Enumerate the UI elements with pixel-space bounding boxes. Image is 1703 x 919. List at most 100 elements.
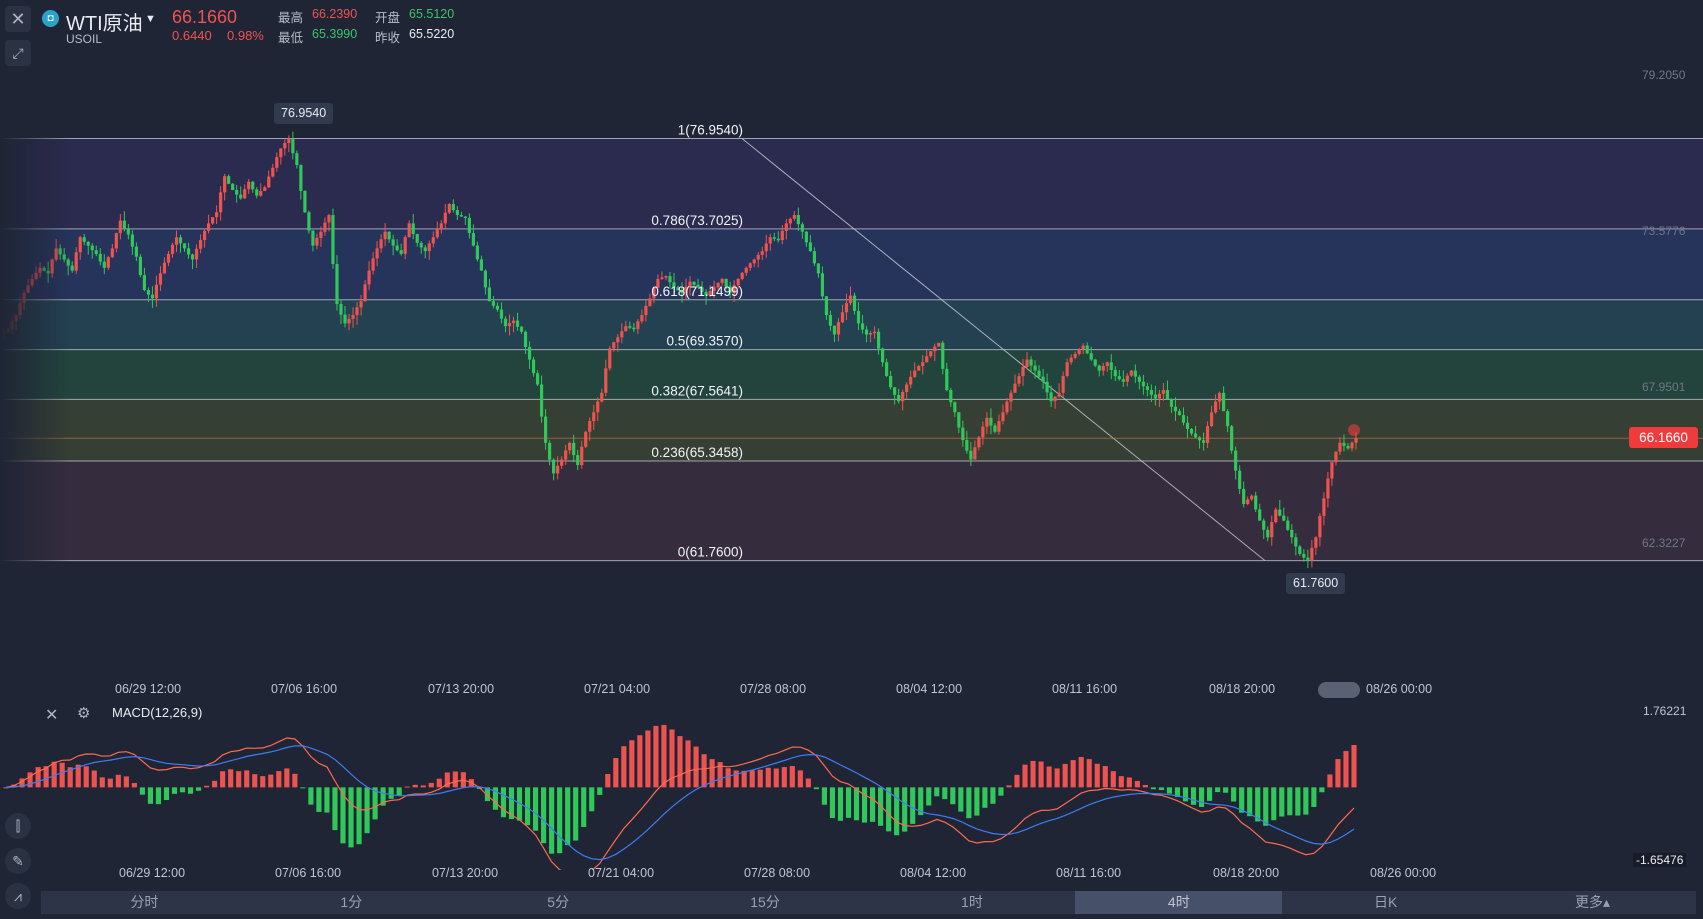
fib-band [0, 399, 1703, 462]
candle-body [720, 278, 724, 283]
candle-body [688, 281, 692, 287]
macd-time-label: 08/26 00:00 [1370, 866, 1437, 880]
close-chart-button[interactable]: ✕ [5, 6, 31, 32]
candle-body [1037, 370, 1041, 377]
candle-body [1165, 390, 1170, 400]
macd-axis-top: 1.76221 [1643, 704, 1687, 718]
candle-body [1266, 529, 1270, 538]
high-marker: 76.9540 [274, 103, 334, 124]
candle-body [1310, 547, 1314, 561]
candle-body [459, 215, 463, 217]
macd-histogram-bar [1239, 787, 1245, 813]
chart-type-button[interactable]: ⫿ [5, 813, 31, 839]
macd-histogram-bar [1198, 787, 1205, 807]
candle-body [247, 181, 251, 190]
candle-body [1153, 394, 1158, 399]
macd-histogram-bar [268, 774, 274, 788]
candle-body [1278, 509, 1282, 516]
macd-dif-line [5, 737, 1355, 870]
candle-body [1093, 359, 1097, 366]
macd-histogram-bar [236, 771, 242, 788]
tab-15min[interactable]: 15分 [750, 894, 780, 910]
candle-body [989, 417, 993, 426]
tab-1min[interactable]: 1分 [340, 894, 363, 910]
macd-histogram-bar [765, 767, 771, 788]
candle-body [307, 212, 311, 231]
candle-body [435, 229, 439, 238]
macd-histogram-bar [147, 787, 153, 804]
tab-more[interactable]: 更多▴ [1575, 894, 1611, 910]
macd-histogram-bar [829, 787, 836, 819]
candle-body [154, 284, 159, 299]
drawing-button[interactable]: ✎ [5, 848, 31, 874]
macd-histogram-bar [1062, 763, 1068, 788]
candle-body [202, 230, 207, 241]
tab-daily[interactable]: 日K [1374, 894, 1398, 910]
macd-histogram-bar [396, 787, 402, 796]
candle-body [1077, 349, 1081, 354]
macd-histogram-bar [990, 787, 996, 804]
macd-histogram-bar [436, 778, 442, 788]
candle-body [836, 322, 841, 335]
candle-body [471, 233, 475, 246]
candle-body [371, 258, 375, 271]
tab-timeshare[interactable]: 分时 [130, 894, 159, 910]
tab-4hour[interactable]: 4时 [1075, 891, 1283, 914]
candle-body [150, 294, 155, 299]
indicator-settings-button[interactable]: ⚙ [77, 704, 90, 722]
last-price: 66.1660 [172, 7, 238, 27]
candle-body [170, 244, 175, 254]
macd-histogram-bar [1046, 766, 1052, 788]
macd-histogram-bar [83, 766, 89, 788]
macd-histogram-bar [629, 740, 635, 788]
macd-histogram-bar [484, 787, 490, 802]
macd-histogram-bar [950, 787, 956, 805]
macd-histogram-bar [886, 787, 892, 832]
candle-body [1177, 411, 1182, 416]
candle-body [756, 254, 760, 260]
symbol-name: WTI原油 [66, 13, 143, 35]
candle-body [937, 342, 941, 347]
fib-label: 0.618(71.1499) [651, 284, 743, 299]
candle-body [483, 270, 488, 288]
candle-body [684, 286, 688, 293]
draw-tool-toggle-button[interactable]: ⤢ [5, 40, 31, 66]
macd-histogram-bar [1182, 787, 1189, 802]
candle-body [1258, 509, 1262, 521]
candle-body [1222, 392, 1226, 412]
macd-histogram-bar [821, 787, 827, 805]
candle-body [660, 277, 664, 279]
candle-body [211, 217, 215, 224]
candle-body [495, 305, 500, 310]
candle-body [752, 259, 756, 264]
candle-body [142, 275, 147, 291]
candle-body [1029, 359, 1033, 366]
candle-body [198, 240, 203, 249]
price-axis-label: 79.2050 [1642, 68, 1686, 82]
fib-label: 1(76.9540) [678, 123, 743, 138]
tab-5min[interactable]: 5分 [547, 894, 570, 910]
candle-body [347, 318, 351, 324]
macd-histogram-bar [1038, 761, 1044, 788]
candle-body [499, 309, 504, 319]
indicator-button[interactable]: ⩘ [5, 883, 31, 909]
candle-body [162, 262, 167, 274]
macd-histogram-bar [1078, 757, 1084, 788]
candle-body [544, 416, 548, 443]
price-chart[interactable]: 1(76.9540) 0.786(73.7025) 0.618(71.1499) 0.… [0, 0, 1703, 700]
macd-histogram-bar [902, 787, 908, 832]
candle-body [351, 315, 355, 319]
tab-1hour[interactable]: 1时 [961, 894, 983, 910]
scroll-handle[interactable] [1318, 682, 1360, 698]
candle-body [664, 276, 668, 278]
close-indicator-button[interactable]: ✕ [45, 705, 58, 725]
candle-body [1117, 376, 1121, 380]
candle-body [219, 192, 223, 213]
price-change-pct: 0.98% [227, 28, 264, 43]
candle-body [399, 250, 403, 254]
macd-histogram-bar [244, 770, 250, 788]
candle-body [178, 237, 183, 244]
macd-histogram-bar [733, 770, 739, 788]
macd-histogram-bar [878, 787, 884, 826]
candle-body [1137, 376, 1141, 382]
